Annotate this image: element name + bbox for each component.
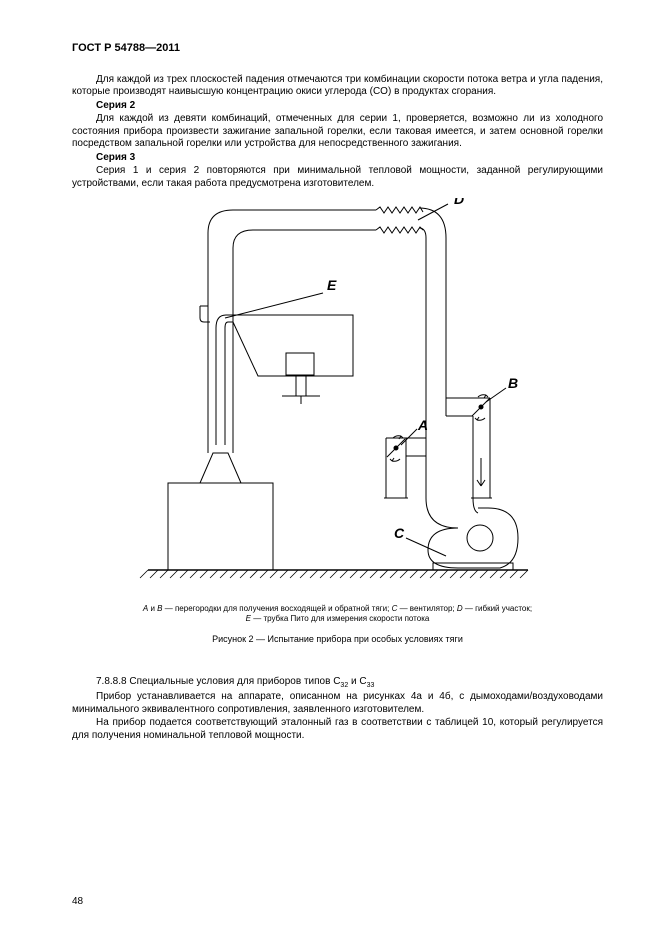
section-7888: 7.8.8.8 Специальные условия для приборов… [72,676,603,691]
label-d: D [454,198,464,207]
series-3-heading: Серия 3 [72,152,603,165]
paragraph-3: Серия 1 и серия 2 повторяются при минима… [72,165,603,190]
diagram-svg: E D A B C [128,198,548,598]
series-2-heading: Серия 2 [72,100,603,113]
page: ГОСТ Р 54788—2011 Для каждой из трех пло… [0,0,661,936]
page-number: 48 [72,896,83,909]
figure-caption: Рисунок 2 — Испытание прибора при особых… [72,634,603,645]
label-a: A [417,417,428,433]
figure-2: E D A B C [72,198,603,598]
doc-header: ГОСТ Р 54788—2011 [72,42,603,56]
paragraph-5: На прибор подается соответствующий этало… [72,717,603,742]
figure-legend: A и B — перегородки для получения восход… [72,604,603,624]
label-c: C [394,525,405,541]
paragraph-4: Прибор устанавливается на аппарате, опис… [72,691,603,716]
paragraph-2: Для каждой из девяти комбинаций, отмечен… [72,113,603,151]
label-e: E [327,277,337,293]
label-b: B [508,375,518,391]
paragraph-1: Для каждой из трех плоскостей падения от… [72,74,603,99]
